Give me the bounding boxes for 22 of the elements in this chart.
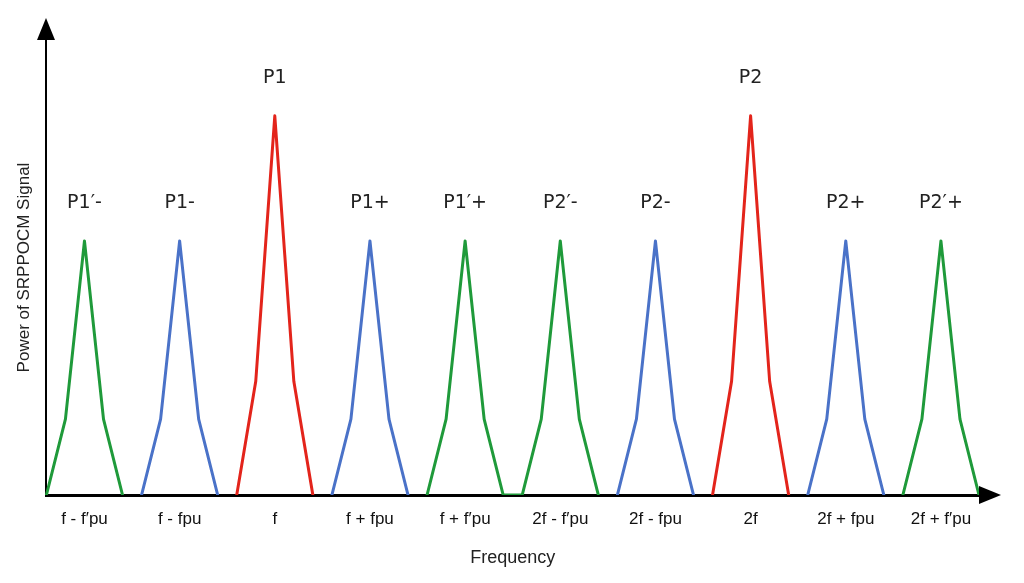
annotation: P1+ (350, 190, 390, 213)
x-axis-title: Frequency (470, 547, 556, 568)
x-tick-label: f - fpu (157, 508, 202, 528)
y-axis-title: Power of SRPPOCM Signal (13, 162, 33, 373)
x-tick-label: 2f - f′pu (532, 508, 589, 528)
annotation: P1′- (67, 190, 102, 213)
annotation: P1- (164, 190, 195, 213)
annotation: P1′+ (443, 190, 488, 213)
x-tick-label: f - f′pu (61, 508, 108, 528)
annotation: P2 (738, 65, 763, 88)
x-tick-label: f + f′pu (439, 508, 491, 528)
annotation: P2- (640, 190, 671, 213)
x-tick-label: 2f - fpu (628, 508, 682, 528)
x-tick-label: 2f + fpu (817, 508, 875, 528)
annotation: P2′- (542, 190, 578, 213)
annotation: P2+ (826, 190, 866, 213)
x-tick-label: f (272, 508, 278, 528)
annotation: P1 (263, 65, 287, 88)
annotation: P2′+ (919, 190, 963, 213)
x-tick-label: f + fpu (346, 508, 394, 528)
x-tick-label: 2f + f′pu (910, 508, 972, 528)
x-tick-label: 2f (743, 508, 758, 528)
